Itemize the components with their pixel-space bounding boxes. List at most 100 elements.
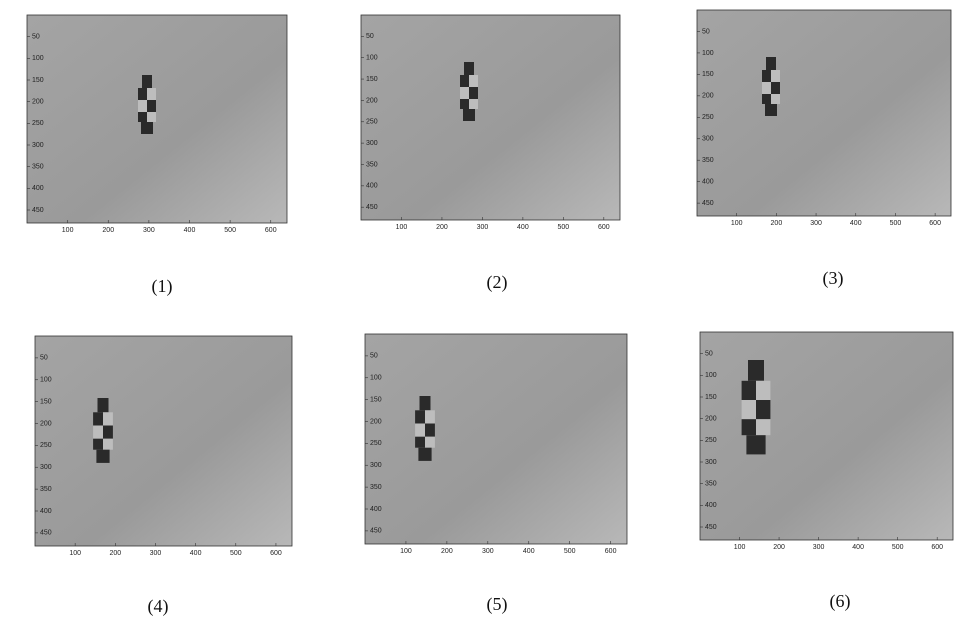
- figure-block: [418, 447, 432, 461]
- figure-block: [93, 425, 103, 439]
- x-tick-label: 300: [482, 548, 494, 555]
- y-tick-label: 450: [702, 200, 714, 207]
- image-area: [364, 333, 628, 545]
- x-tick-label: 300: [143, 227, 155, 234]
- y-tick-label: 350: [40, 486, 52, 493]
- x-tick-label: 200: [773, 544, 785, 551]
- y-tick-label: 350: [32, 164, 44, 171]
- figure-block: [138, 100, 147, 112]
- y-tick-label: 100: [366, 55, 378, 62]
- y-tick-label: 300: [366, 140, 378, 147]
- y-tick-label: 450: [705, 524, 717, 531]
- figure-block: [93, 412, 103, 426]
- x-tick-label: 100: [396, 224, 408, 231]
- y-tick-label: 300: [370, 462, 382, 469]
- y-tick-label: 200: [702, 93, 714, 100]
- x-tick-label: 100: [62, 227, 74, 234]
- figure-block: [766, 57, 776, 70]
- caption: (1): [152, 276, 173, 297]
- y-tick-label: 150: [40, 398, 52, 405]
- x-tick-label: 400: [184, 227, 196, 234]
- caption: (3): [823, 268, 844, 289]
- figure-block: [771, 94, 780, 104]
- figure-block: [425, 423, 435, 437]
- x-tick-label: 200: [771, 220, 783, 227]
- figure-block: [771, 82, 780, 94]
- image-area: [360, 14, 621, 221]
- y-tick-label: 250: [702, 114, 714, 121]
- y-tick-label: 400: [32, 185, 44, 192]
- x-tick-label: 300: [150, 550, 162, 557]
- figure-block: [762, 70, 771, 82]
- figure-block: [469, 75, 478, 87]
- figure-block: [103, 438, 113, 450]
- figure-block: [460, 87, 469, 99]
- image-area: [34, 335, 293, 547]
- x-tick-label: 600: [270, 550, 282, 557]
- caption: (4): [148, 596, 169, 617]
- figure-block: [147, 112, 156, 122]
- caption: (6): [830, 591, 851, 612]
- y-tick-label: 300: [40, 464, 52, 471]
- x-tick-label: 300: [477, 224, 489, 231]
- x-tick-label: 500: [564, 548, 576, 555]
- figure-block: [469, 99, 478, 109]
- figure-block: [762, 94, 771, 104]
- y-tick-label: 50: [32, 34, 40, 41]
- y-tick-label: 200: [366, 97, 378, 104]
- y-tick-label: 350: [705, 481, 717, 488]
- figure-block: [103, 425, 113, 439]
- x-tick-label: 600: [605, 548, 617, 555]
- caption: (2): [487, 272, 508, 293]
- y-tick-label: 100: [40, 377, 52, 384]
- figure-block: [756, 400, 771, 420]
- y-tick-label: 400: [702, 179, 714, 186]
- y-tick-label: 50: [370, 353, 378, 360]
- figure-block: [460, 99, 469, 109]
- x-tick-label: 500: [558, 224, 570, 231]
- x-tick-label: 400: [517, 224, 529, 231]
- figure-block: [464, 62, 474, 75]
- y-tick-label: 200: [370, 418, 382, 425]
- x-tick-label: 600: [929, 220, 941, 227]
- y-tick-label: 100: [32, 55, 44, 62]
- figure-block: [97, 398, 109, 413]
- x-tick-label: 100: [69, 550, 81, 557]
- y-tick-label: 450: [32, 207, 44, 214]
- figure-block: [415, 410, 425, 424]
- y-tick-label: 250: [366, 119, 378, 126]
- y-tick-label: 200: [32, 99, 44, 106]
- y-tick-label: 150: [32, 77, 44, 84]
- x-tick-label: 200: [102, 227, 114, 234]
- x-tick-label: 600: [598, 224, 610, 231]
- y-tick-label: 50: [366, 33, 374, 40]
- caption: (5): [487, 594, 508, 615]
- y-tick-label: 300: [32, 142, 44, 149]
- y-tick-label: 150: [702, 71, 714, 78]
- figure-block: [762, 82, 771, 94]
- figure-block: [415, 436, 425, 448]
- y-tick-label: 150: [370, 396, 382, 403]
- y-tick-label: 250: [40, 442, 52, 449]
- y-tick-label: 150: [705, 394, 717, 401]
- y-tick-label: 100: [705, 372, 717, 379]
- figure-block: [96, 449, 110, 463]
- x-tick-label: 100: [734, 544, 746, 551]
- figure-block: [765, 104, 777, 116]
- figure-block: [741, 400, 756, 420]
- y-tick-label: 350: [366, 161, 378, 168]
- x-tick-label: 100: [731, 220, 743, 227]
- x-tick-label: 100: [400, 548, 412, 555]
- figure-block: [93, 438, 103, 450]
- figure-block: [463, 109, 475, 121]
- y-tick-label: 450: [366, 204, 378, 211]
- y-tick-label: 250: [32, 120, 44, 127]
- y-tick-label: 50: [40, 355, 48, 362]
- image-area: [26, 14, 288, 224]
- x-tick-label: 500: [890, 220, 902, 227]
- image-area: [696, 9, 952, 217]
- figure-block: [460, 75, 469, 87]
- figure-block: [746, 435, 766, 455]
- figure-block: [103, 412, 113, 426]
